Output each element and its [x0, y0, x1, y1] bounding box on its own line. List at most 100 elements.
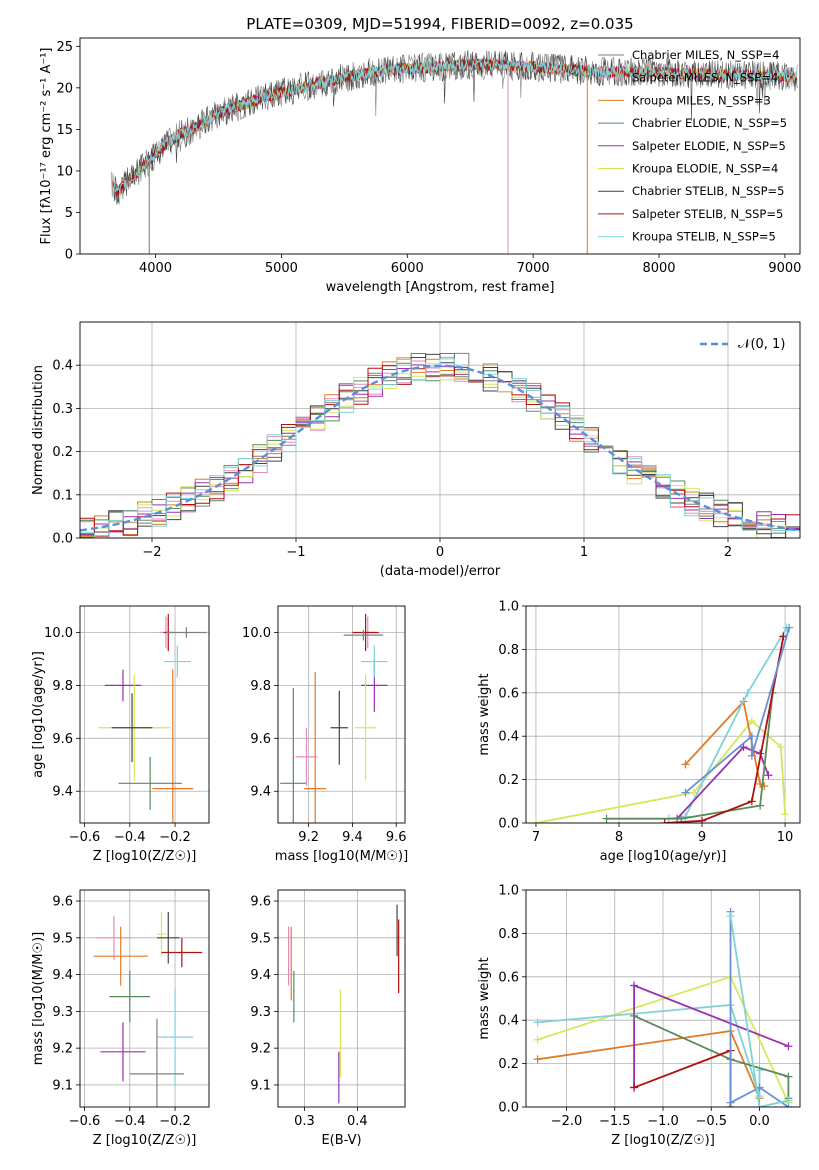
y-tick-label: 10.0: [44, 626, 73, 641]
weight-marker: [756, 801, 765, 810]
weight-marker: [630, 981, 639, 990]
weight-line: [729, 915, 789, 1107]
y-tick-label: 0.3: [52, 402, 73, 417]
weight-marker: [726, 1098, 735, 1107]
x-tick-label: 6000: [391, 261, 424, 276]
spectrum-line: [113, 58, 798, 197]
legend-label: Salpeter ELODIE, N_SSP=5: [632, 139, 786, 153]
y-tick-label: 0.0: [498, 817, 519, 832]
y-tick-label: 9.3: [52, 1005, 73, 1020]
x-tick-label: 0.3: [294, 1114, 315, 1129]
weight-marker: [747, 797, 756, 806]
y-axis-label: mass weight: [477, 957, 492, 1039]
weight-marker: [784, 1072, 793, 1081]
weight-marker: [630, 1083, 639, 1092]
panel-mass-weight-vs-Z: −2.0 −1.5 −1.0 −0.5 0.0 0.0 0.2 0.4 0.6 0.8 1.0 Z […: [477, 884, 801, 1148]
residual-histogram: [80, 365, 800, 537]
y-tick-label: 9.8: [52, 679, 73, 694]
weight-marker: [747, 717, 756, 726]
x-axis-label: age [log10(age/yr)]: [600, 849, 727, 864]
x-tick-label: −0.2: [159, 1114, 191, 1129]
plots-layer: 4000 5000 6000 7000 8000 90000510152025wavele…: [31, 37, 801, 1148]
weight-marker: [755, 1092, 764, 1101]
weight-marker: [681, 812, 690, 821]
plot-area: [111, 49, 798, 254]
x-tick-label: 8000: [642, 261, 675, 276]
residual-histogram: [80, 358, 800, 538]
plot-area: [93, 912, 203, 1107]
y-tick-label: 0.6: [498, 686, 519, 701]
residual-histogram: [80, 362, 800, 538]
weight-marker: [660, 819, 669, 823]
x-tick-label: −1.0: [647, 1114, 679, 1129]
x-tick-label: −0.6: [69, 830, 101, 845]
y-tick-label: 9.2: [52, 1042, 73, 1057]
weight-marker: [681, 788, 690, 797]
x-axis-label: Z [log10(Z/Z☉)]: [611, 1133, 715, 1148]
weight-marker: [784, 1042, 793, 1051]
x-tick-label: 9000: [768, 261, 801, 276]
weight-marker: [602, 814, 611, 823]
gaussian-curve: [80, 364, 800, 532]
y-tick-label: 0.4: [498, 730, 519, 745]
axes-frame: [79, 321, 801, 539]
x-tick-label: 7000: [517, 261, 550, 276]
y-tick-label: 9.6: [52, 732, 73, 747]
y-tick-label: 0.2: [498, 1057, 519, 1072]
y-tick-label: 9.1: [250, 1078, 271, 1093]
x-tick-label: −1.5: [599, 1114, 631, 1129]
weight-marker: [785, 623, 794, 632]
x-axis-label: wavelength [Angstrom, rest frame]: [326, 280, 555, 295]
y-tick-label: 9.8: [250, 679, 271, 694]
axes-frame: [79, 37, 801, 255]
x-tick-label: −2: [142, 545, 161, 560]
y-tick-label: 9.2: [250, 1042, 271, 1057]
x-tick-label: −0.5: [695, 1114, 727, 1129]
y-tick-label: 25: [56, 40, 73, 55]
legend-label: Kroupa MILES, N_SSP=3: [632, 93, 771, 107]
y-tick-label: 9.5: [52, 931, 73, 946]
axes-frame: [79, 605, 210, 824]
x-tick-label: 9.2: [298, 830, 319, 845]
y-tick-label: 0.0: [52, 532, 73, 547]
weight-marker: [755, 1103, 764, 1107]
legend-label: Salpeter MILES, N_SSP=4: [632, 71, 778, 85]
weight-marker: [726, 912, 735, 921]
panel-mass-vs-Z: −0.6 −0.4 −0.2 9.1 9.2 9.3 9.4 9.5 9.6 Z [log10(Z…: [31, 889, 210, 1148]
y-tick-label: 9.6: [250, 895, 271, 910]
y-tick-label: 9.4: [52, 968, 73, 983]
weight-line: [664, 636, 785, 823]
y-tick-label: 0.6: [498, 970, 519, 985]
x-tick-label: −0.4: [114, 830, 146, 845]
weight-marker: [784, 1096, 793, 1105]
x-axis-label: E(B-V): [321, 1133, 361, 1148]
panel-spectrum: 4000 5000 6000 7000 8000 9000 0 5 10 15 20 25 wavele…: [39, 37, 801, 295]
x-tick-label: 4000: [139, 261, 172, 276]
plot-area: [98, 613, 207, 823]
x-axis-label: Z [log10(Z/Z☉)]: [93, 849, 197, 864]
weight-line: [633, 1015, 790, 1099]
y-tick-label: 9.4: [52, 785, 73, 800]
legend-label: Kroupa ELODIE, N_SSP=4: [632, 162, 778, 176]
x-tick-label: −0.2: [159, 830, 191, 845]
x-tick-label: 9: [698, 830, 706, 845]
weight-marker: [764, 771, 773, 780]
y-axis-label: mass weight: [477, 673, 492, 755]
x-axis-label: (data-model)/error: [380, 564, 501, 579]
legend-label: Chabrier ELODIE, N_SSP=5: [632, 116, 787, 130]
axes-frame: [277, 605, 406, 824]
weight-marker: [747, 751, 756, 760]
weight-marker: [776, 743, 785, 752]
y-tick-label: 0.1: [52, 488, 73, 503]
y-tick-label: 20: [56, 81, 73, 96]
y-tick-label: 9.4: [250, 785, 271, 800]
legend-label: 𝒩(0, 1): [738, 337, 785, 352]
legend-label: Salpeter STELIB, N_SSP=5: [632, 207, 783, 221]
spectrum-line: [114, 58, 798, 193]
y-tick-label: 9.4: [250, 968, 271, 983]
plot-area: [533, 907, 793, 1107]
x-tick-label: 0: [436, 545, 444, 560]
y-tick-label: 15: [56, 123, 73, 138]
x-tick-label: 0.0: [749, 1114, 770, 1129]
axes-frame: [277, 889, 406, 1108]
